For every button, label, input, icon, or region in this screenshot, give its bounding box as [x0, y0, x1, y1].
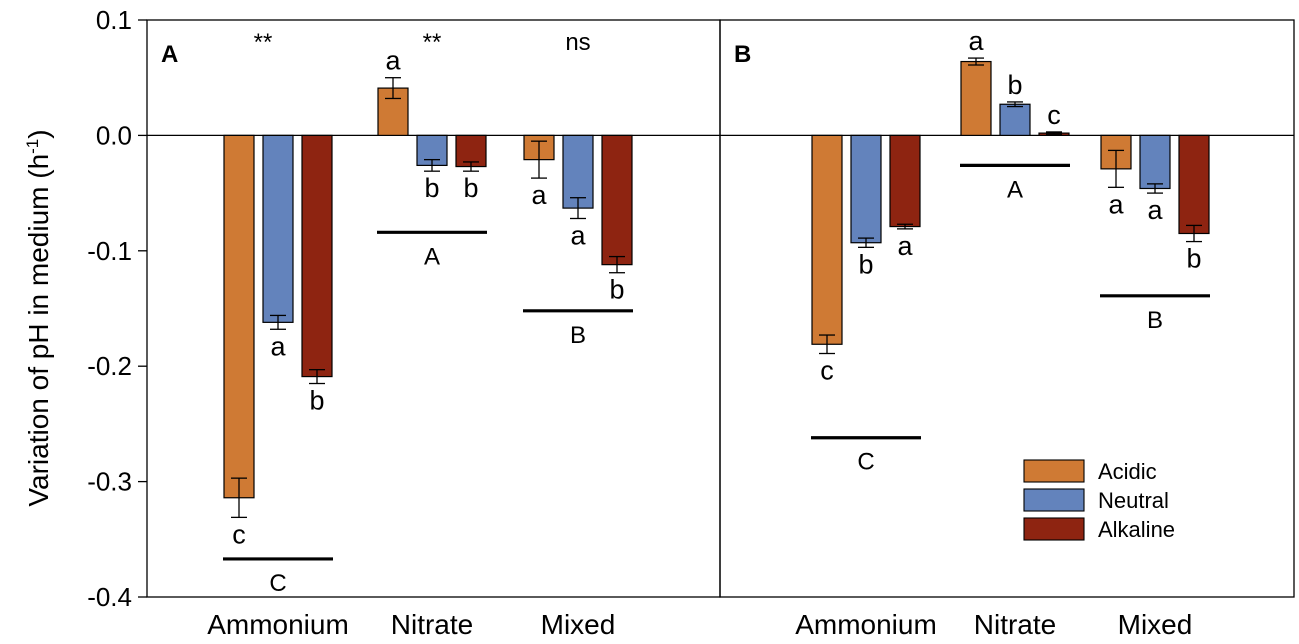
y-tick-label: -0.3 — [87, 467, 132, 497]
significance-letter: b — [1186, 244, 1201, 274]
significance-letter: b — [609, 275, 624, 305]
bar-neutral — [850, 134, 882, 244]
y-axis-label-superscript: -1 — [23, 139, 42, 154]
significance-letter: a — [897, 231, 913, 261]
y-axis-label: Variation of pH in medium (h-1) — [23, 129, 54, 506]
significance-marker: ns — [565, 29, 590, 56]
legend-label: Alkaline — [1098, 517, 1175, 542]
x-category-label: Ammonium — [207, 609, 349, 640]
y-tick-label: -0.1 — [87, 236, 132, 266]
bar-alkaline — [601, 134, 633, 266]
significance-letter: b — [463, 173, 478, 203]
x-category-label: Nitrate — [974, 609, 1056, 640]
significance-letter: a — [270, 331, 286, 361]
significance-letter: a — [968, 26, 984, 56]
y-tick-label: -0.2 — [87, 351, 132, 381]
panel-label: A — [161, 41, 178, 68]
legend-label: Neutral — [1098, 488, 1169, 513]
group-letter: B — [570, 322, 586, 349]
panel-label: B — [734, 41, 751, 68]
significance-letter: b — [424, 173, 439, 203]
significance-letter: c — [820, 356, 834, 386]
legend-swatch-neutral — [1023, 488, 1085, 512]
bar-alkaline — [1178, 134, 1210, 235]
bar-acidic — [960, 60, 992, 137]
x-category-label: Nitrate — [391, 609, 473, 640]
bar-neutral — [999, 103, 1031, 136]
bar-alkaline — [301, 134, 333, 378]
y-axis-label-close: ) — [23, 129, 54, 138]
bar-neutral — [562, 134, 594, 209]
significance-letter: a — [385, 46, 401, 76]
bar-acidic — [811, 134, 843, 345]
bar-neutral — [262, 134, 294, 323]
significance-letter: b — [1007, 70, 1022, 100]
x-category-label: Ammonium — [795, 609, 937, 640]
group-letter: B — [1147, 307, 1163, 334]
y-tick-label: -0.4 — [87, 582, 132, 612]
legend-swatch-acidic — [1023, 459, 1085, 483]
bar-alkaline — [889, 134, 921, 228]
y-axis-label-main: Variation of pH in medium (h — [23, 154, 54, 507]
significance-marker: ** — [423, 29, 442, 56]
significance-letter: c — [232, 519, 246, 549]
significance-letter: c — [1047, 100, 1061, 130]
x-category-label: Mixed — [1118, 609, 1193, 640]
panel-frame-B — [719, 19, 1295, 598]
bar-neutral — [1139, 134, 1171, 190]
bar-acidic — [223, 134, 255, 499]
significance-letter: b — [309, 386, 324, 416]
significance-letter: b — [858, 249, 873, 279]
x-category-label: Mixed — [541, 609, 616, 640]
significance-letter: a — [570, 220, 586, 250]
y-tick-label: 0.0 — [96, 120, 132, 150]
group-letter: C — [857, 449, 874, 476]
legend-swatch-alkaline — [1023, 517, 1085, 541]
group-letter: A — [424, 243, 440, 270]
group-letter: C — [269, 570, 286, 597]
significance-marker: ** — [254, 29, 273, 56]
significance-letter: a — [1147, 195, 1163, 225]
significance-letter: a — [1108, 189, 1124, 219]
legend-label: Acidic — [1098, 459, 1157, 484]
significance-letter: a — [531, 180, 547, 210]
group-letter: A — [1007, 176, 1023, 203]
y-tick-label: 0.1 — [96, 5, 132, 35]
